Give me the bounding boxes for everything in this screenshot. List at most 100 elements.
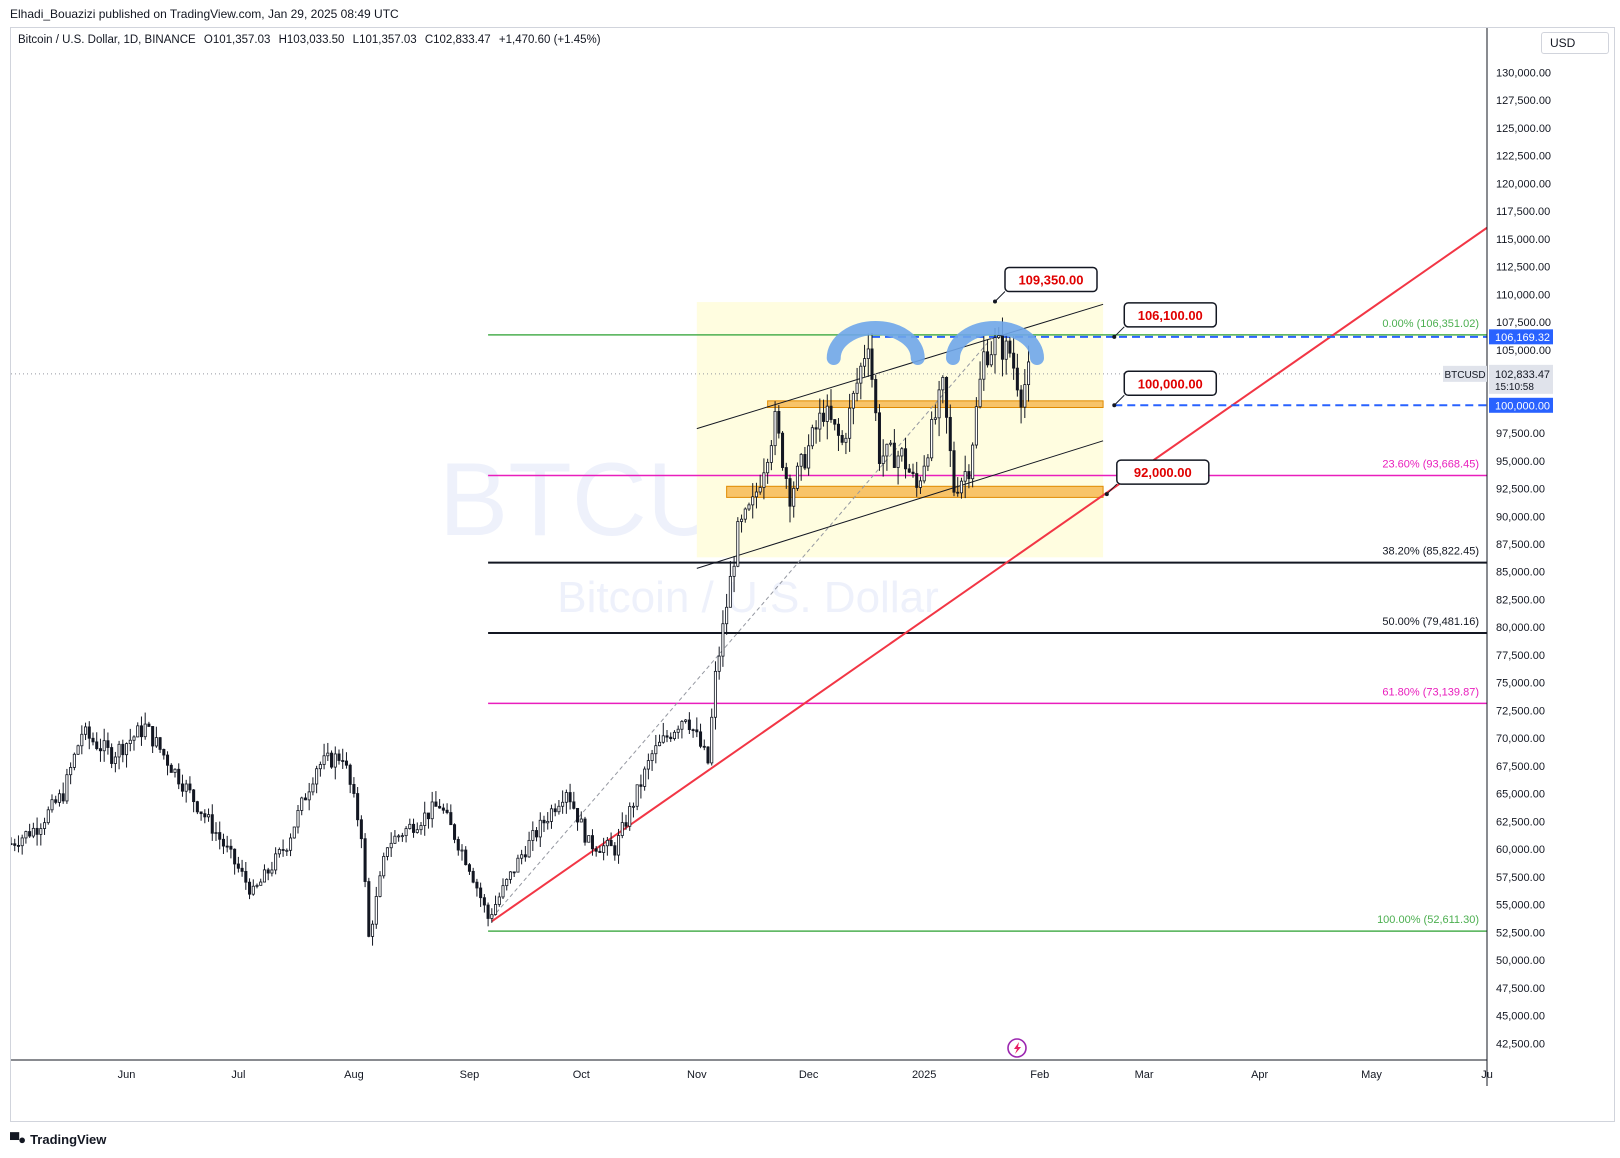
candle[interactable] — [695, 717, 699, 738]
candle[interactable] — [136, 722, 140, 738]
candle[interactable] — [397, 834, 401, 842]
candle[interactable] — [561, 790, 565, 814]
ascending-trendline[interactable] — [491, 226, 1487, 923]
candle[interactable] — [486, 902, 490, 927]
candle[interactable] — [20, 834, 24, 855]
candle[interactable] — [300, 796, 304, 816]
candle[interactable] — [106, 732, 110, 755]
candle[interactable] — [576, 807, 580, 831]
candle[interactable] — [35, 817, 39, 846]
candle[interactable] — [218, 821, 222, 850]
candle[interactable] — [87, 721, 91, 750]
candle[interactable] — [971, 442, 975, 488]
candle[interactable] — [210, 804, 214, 841]
candle[interactable] — [471, 867, 475, 884]
candle[interactable] — [46, 806, 50, 825]
currency-button[interactable]: USD — [1541, 32, 1609, 54]
candle[interactable] — [758, 474, 762, 495]
candle[interactable] — [602, 837, 606, 861]
candle[interactable] — [337, 749, 341, 765]
candle[interactable] — [441, 803, 445, 814]
candle[interactable] — [527, 831, 531, 858]
candle[interactable] — [69, 762, 73, 785]
channel-upper-line[interactable] — [696, 303, 1104, 430]
candle[interactable] — [754, 482, 758, 509]
candle[interactable] — [10, 837, 13, 846]
candle[interactable] — [497, 892, 501, 907]
candle[interactable] — [72, 752, 76, 771]
candle[interactable] — [139, 716, 143, 746]
candle[interactable] — [967, 464, 971, 489]
candle[interactable] — [177, 763, 181, 790]
candle[interactable] — [61, 782, 65, 804]
candle[interactable] — [221, 833, 225, 854]
candle[interactable] — [80, 725, 84, 755]
candle[interactable] — [98, 738, 102, 762]
candle[interactable] — [501, 878, 505, 900]
candle[interactable] — [307, 782, 311, 811]
candle[interactable] — [706, 746, 710, 765]
candle[interactable] — [292, 826, 296, 839]
candle[interactable] — [195, 800, 199, 815]
candle[interactable] — [777, 405, 781, 439]
candle[interactable] — [930, 411, 934, 462]
candle[interactable] — [1019, 385, 1023, 424]
candle[interactable] — [661, 722, 665, 744]
candle[interactable] — [207, 808, 211, 822]
candle[interactable] — [792, 481, 796, 518]
candle[interactable] — [128, 728, 132, 752]
candle[interactable] — [896, 450, 900, 485]
candle[interactable] — [274, 847, 278, 875]
candle[interactable] — [367, 877, 371, 938]
candle[interactable] — [721, 610, 725, 667]
candle[interactable] — [508, 871, 512, 884]
candle[interactable] — [277, 847, 281, 858]
candle[interactable] — [520, 849, 524, 865]
candle[interactable] — [147, 721, 151, 727]
candle[interactable] — [371, 920, 375, 946]
candle[interactable] — [766, 458, 770, 484]
channel-lower-line[interactable] — [696, 440, 1104, 569]
price-axis[interactable]: 130,000.00 127,500.00 125,000.00 122,500.00… — [1496, 67, 1551, 1050]
candle[interactable] — [494, 895, 498, 916]
candle[interactable] — [989, 341, 993, 368]
candle[interactable] — [262, 864, 266, 883]
candle[interactable] — [408, 818, 412, 830]
candle[interactable] — [236, 856, 240, 873]
candle[interactable] — [184, 779, 188, 803]
candle[interactable] — [684, 719, 688, 724]
candle[interactable] — [568, 783, 572, 810]
candle[interactable] — [162, 748, 166, 760]
candle[interactable] — [382, 852, 386, 879]
candle[interactable] — [512, 871, 516, 878]
candle[interactable] — [915, 461, 919, 497]
dashed-trend-path[interactable] — [491, 333, 996, 919]
callout-box[interactable] — [1004, 266, 1098, 293]
candle[interactable] — [702, 739, 706, 751]
candle[interactable] — [453, 823, 457, 844]
candle[interactable] — [676, 725, 680, 739]
candle[interactable] — [490, 908, 494, 923]
candle[interactable] — [50, 794, 54, 813]
candle[interactable] — [851, 390, 855, 425]
candle[interactable] — [546, 812, 550, 830]
candle[interactable] — [840, 430, 844, 446]
candle[interactable] — [535, 827, 539, 842]
candle[interactable] — [91, 732, 95, 746]
candle[interactable] — [76, 744, 80, 755]
candle[interactable] — [907, 463, 911, 473]
candle[interactable] — [151, 726, 155, 753]
candle[interactable] — [814, 420, 818, 444]
candle[interactable] — [583, 816, 587, 846]
candle[interactable] — [54, 795, 58, 805]
candle[interactable] — [594, 845, 598, 857]
candle[interactable] — [624, 814, 628, 830]
candle[interactable] — [833, 419, 837, 431]
candle[interactable] — [587, 835, 591, 843]
candle[interactable] — [717, 646, 721, 680]
support-zone[interactable] — [726, 485, 1104, 498]
candle[interactable] — [456, 836, 460, 856]
candle[interactable] — [385, 847, 389, 861]
candle[interactable] — [117, 740, 121, 770]
candle[interactable] — [95, 732, 99, 751]
